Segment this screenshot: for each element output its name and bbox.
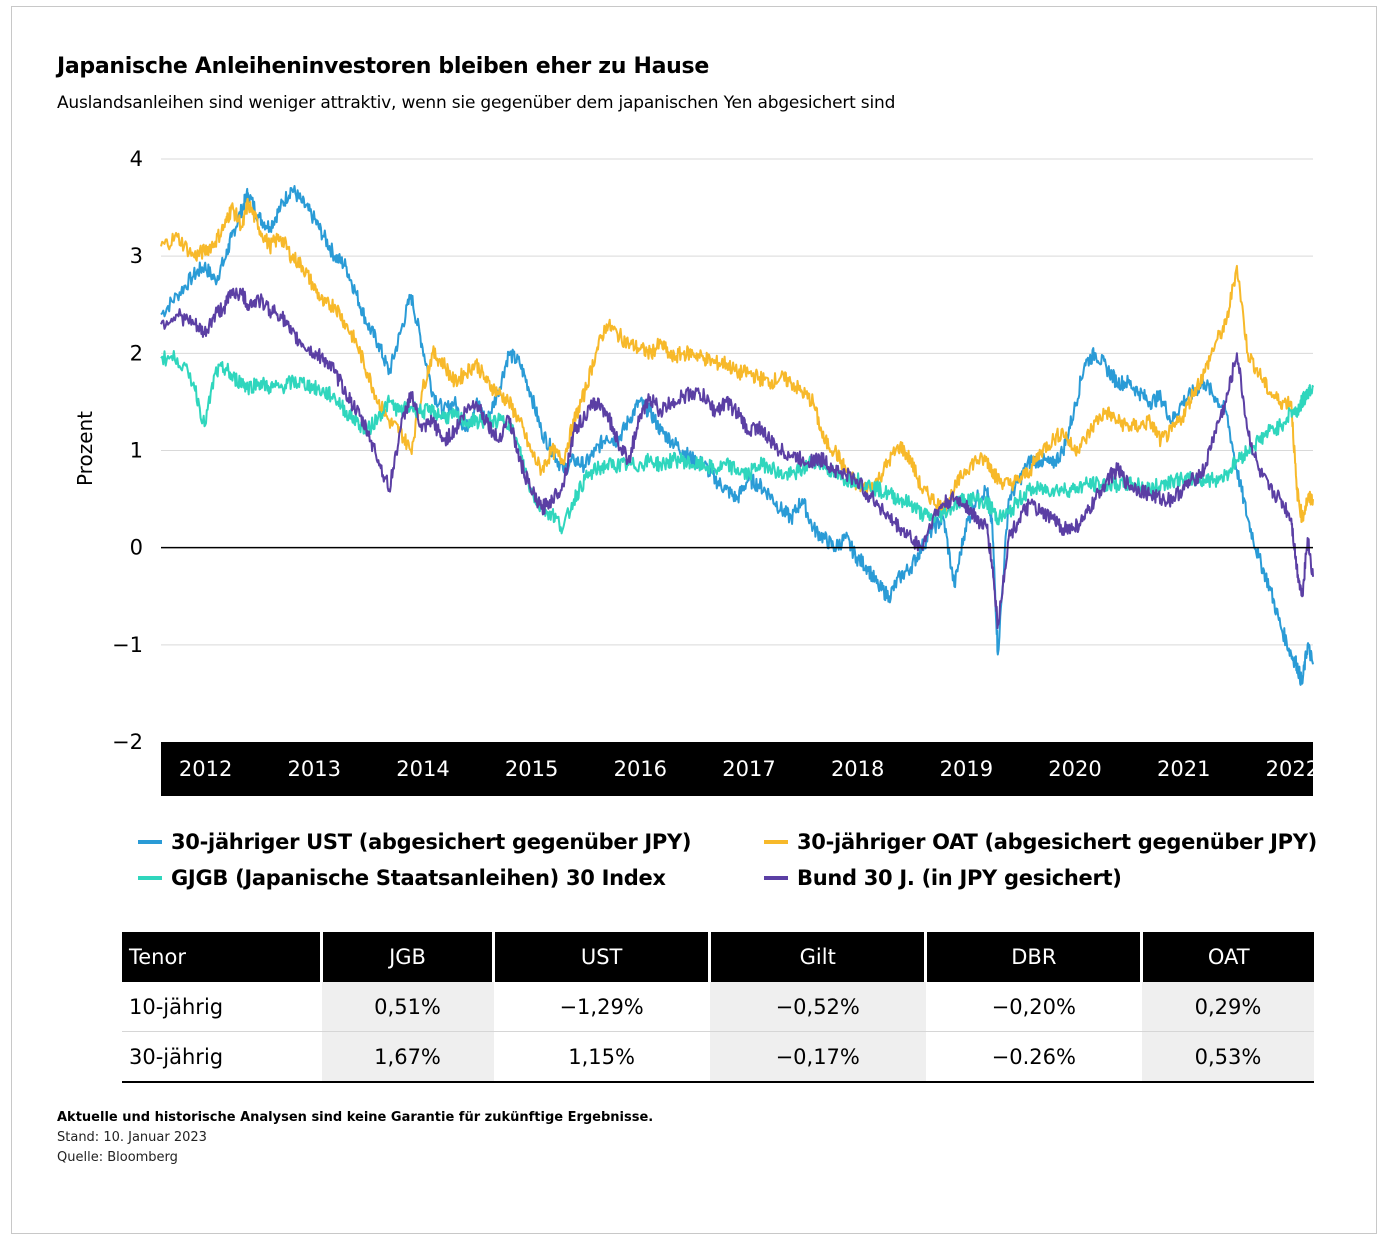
figure-frame — [11, 6, 1377, 1234]
series-line-0 — [160, 185, 1314, 686]
table-row: 30-jährig 1,67% 1,15% −0,17% −0.26% 0,53… — [122, 1031, 1314, 1083]
table-cell-oat: 0,29% — [1141, 982, 1314, 1032]
y-tick-label: −2 — [112, 730, 143, 754]
table-cell-gilt: −0,52% — [709, 982, 926, 1032]
table-header-jgb: JGB — [319, 932, 494, 982]
table-cell-gilt: −0,17% — [709, 1031, 926, 1083]
x-tick-label: 2017 — [722, 757, 775, 781]
x-tick-label: 2021 — [1157, 757, 1210, 781]
table-cell-jgb: 1,67% — [321, 1031, 494, 1083]
line-chart: 4 3 2 1 0 −1 −2 Prozent 2012 2013 2014 2015 2016 2017… — [73, 147, 1319, 796]
table-cell-dbr: −0,20% — [925, 982, 1142, 1032]
y-tick-label: 1 — [130, 439, 143, 463]
footer-date: Stand: 10. Januar 2023 — [57, 1130, 207, 1145]
legend-label-gjgb: GJGB (Japanische Staatsanleihen) 30 Inde… — [171, 866, 666, 890]
legend-item-bund: Bund 30 J. (in JPY gesichert) — [764, 866, 1122, 890]
x-tick-label: 2019 — [940, 757, 993, 781]
legend-label-oat: 30-jähriger OAT (abgesichert gegenüber J… — [797, 830, 1317, 854]
x-axis-band — [161, 742, 1313, 796]
legend-item-oat: 30-jähriger OAT (abgesichert gegenüber J… — [764, 830, 1317, 854]
chart-subtitle: Auslandsanleihen sind weniger attraktiv,… — [57, 93, 896, 113]
table-cell-oat: 0,53% — [1141, 1031, 1314, 1083]
legend-swatch-bund — [764, 876, 788, 880]
chart-title: Japanische Anleiheninvestoren bleiben eh… — [57, 54, 709, 79]
x-tick-label: 2022 — [1266, 757, 1319, 781]
table-row: 10-jährig 0,51% −1,29% −0,52% −0,20% 0,2… — [122, 982, 1314, 1032]
yield-table: Tenor JGB UST Gilt DBR OAT 10-jährig 0,5… — [122, 932, 1314, 1083]
legend-swatch-oat — [764, 840, 788, 844]
legend-swatch-ust — [138, 840, 162, 844]
x-tick-label: 2018 — [831, 757, 884, 781]
legend-swatch-gjgb — [138, 876, 162, 880]
footer-disclaimer: Aktuelle und historische Analysen sind k… — [57, 1110, 654, 1125]
table-header-oat: OAT — [1140, 932, 1314, 982]
y-tick-label: 3 — [130, 244, 143, 268]
table-header-gilt: Gilt — [708, 932, 926, 982]
y-tick-label: 0 — [130, 536, 143, 560]
y-tick-label: 2 — [130, 341, 143, 365]
x-tick-label: 2014 — [396, 757, 449, 781]
legend-item-gjgb: GJGB (Japanische Staatsanleihen) 30 Inde… — [138, 866, 666, 890]
legend-item-ust: 30-jähriger UST (abgesichert gegenüber J… — [138, 830, 692, 854]
x-tick-label: 2020 — [1048, 757, 1101, 781]
x-tick-label: 2012 — [179, 757, 232, 781]
x-tick-label: 2016 — [614, 757, 667, 781]
table-cell-tenor: 10-jährig — [122, 982, 322, 1032]
table-cell-ust: 1,15% — [493, 1031, 710, 1083]
table-header-ust: UST — [492, 932, 710, 982]
table-header-row: Tenor JGB UST Gilt DBR OAT — [122, 932, 1314, 982]
y-tick-label: −1 — [112, 633, 143, 657]
legend-label-bund: Bund 30 J. (in JPY gesichert) — [797, 866, 1122, 890]
y-axis-label: Prozent — [73, 411, 97, 486]
table-cell-tenor: 30-jährig — [122, 1031, 322, 1083]
footer-source: Quelle: Bloomberg — [57, 1150, 178, 1165]
table-cell-ust: −1,29% — [493, 982, 710, 1032]
table-header-dbr: DBR — [924, 932, 1142, 982]
series-line-2 — [160, 350, 1314, 535]
x-tick-label: 2013 — [288, 757, 341, 781]
table-cell-jgb: 0,51% — [321, 982, 494, 1032]
series-line-3 — [160, 287, 1314, 630]
legend-label-ust: 30-jähriger UST (abgesichert gegenüber J… — [171, 830, 692, 854]
table-cell-dbr: −0.26% — [925, 1031, 1142, 1083]
x-tick-label: 2015 — [505, 757, 558, 781]
series-line-1 — [160, 197, 1314, 523]
table-header-tenor: Tenor — [122, 932, 322, 982]
y-tick-label: 4 — [130, 147, 143, 171]
